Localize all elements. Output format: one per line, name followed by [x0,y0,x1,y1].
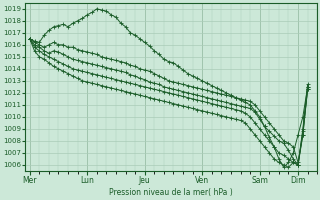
X-axis label: Pression niveau de la mer( hPa ): Pression niveau de la mer( hPa ) [109,188,233,197]
